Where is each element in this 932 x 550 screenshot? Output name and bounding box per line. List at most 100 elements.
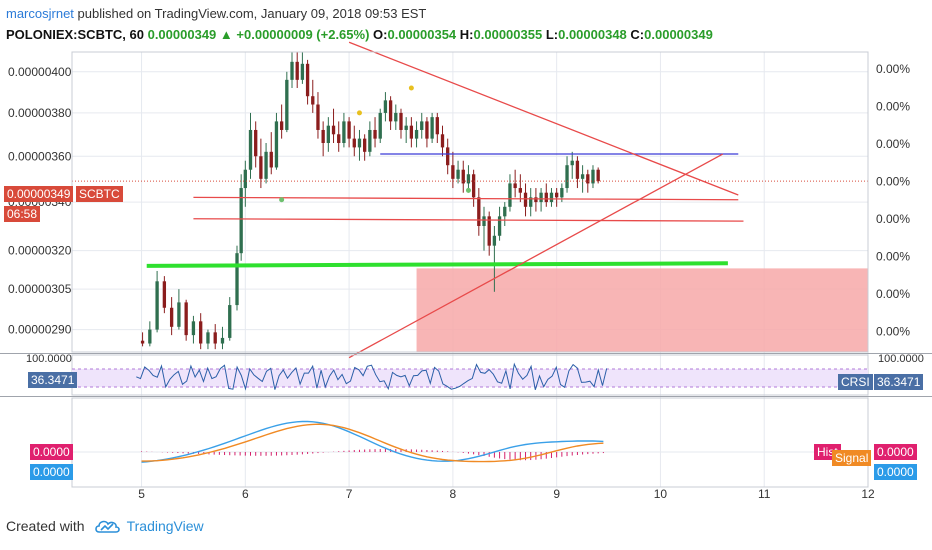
close-label: C: <box>630 27 645 42</box>
symbol-label[interactable]: POLONIEX:SCBTC, 60 <box>6 27 144 42</box>
candle <box>394 104 398 130</box>
candle <box>243 160 247 207</box>
candles <box>140 52 600 350</box>
candle <box>352 125 356 157</box>
pct-tick: 0.00% <box>876 100 910 114</box>
last-price: 0.00000349 <box>147 27 217 42</box>
high-value: 0.00000355 <box>473 27 543 42</box>
candle <box>357 129 362 161</box>
price-tick: 0.00000400 <box>8 65 72 79</box>
candle <box>331 108 336 144</box>
zone-rect <box>416 268 868 352</box>
macd-value-right: 0.0000 <box>874 464 917 480</box>
candle <box>191 315 196 344</box>
candle <box>342 112 346 148</box>
candle <box>235 245 239 311</box>
countdown-badge: 06:58 <box>4 206 41 222</box>
pct-tick: 0.00% <box>876 287 910 301</box>
pane-border <box>71 397 869 488</box>
time-tick: 7 <box>346 487 353 501</box>
candle <box>580 165 585 193</box>
price-tick: 0.00000290 <box>8 323 72 337</box>
candle <box>264 143 268 184</box>
close-value: 0.00000349 <box>644 27 713 42</box>
candle <box>534 188 538 212</box>
candle <box>591 165 595 189</box>
candle <box>248 112 253 179</box>
candle <box>184 299 188 341</box>
price-tick: 0.00000305 <box>8 282 72 296</box>
candle <box>290 52 294 88</box>
time-tick: 8 <box>450 487 457 501</box>
time-tick: 12 <box>861 487 875 501</box>
candle <box>206 329 210 350</box>
candle <box>575 156 580 189</box>
candle <box>305 59 310 105</box>
candle <box>487 211 491 256</box>
open-label: O: <box>373 27 388 42</box>
change-value: +0.00000009 (+2.65%) <box>236 27 370 42</box>
candle <box>259 138 263 189</box>
price-tick: 0.00000360 <box>8 149 72 163</box>
candle <box>326 117 330 152</box>
candle <box>529 188 533 217</box>
candle <box>554 188 559 207</box>
candle <box>177 289 181 330</box>
macd-hist-value-left: 0.0000 <box>30 444 73 460</box>
crsi-pane: 100.0000 100.0000 <box>26 353 924 391</box>
time-tick: 6 <box>242 487 249 501</box>
candle <box>337 121 341 152</box>
time-tick: 11 <box>758 487 771 501</box>
current-price-badge: 0.00000349 <box>4 186 74 202</box>
candle <box>513 169 517 198</box>
triangle-line[interactable] <box>193 196 739 201</box>
candle <box>404 117 408 144</box>
candle <box>254 121 258 168</box>
ohlc-line: POLONIEX:SCBTC, 60 0.00000349 ▲ +0.00000… <box>6 27 713 42</box>
candle <box>285 71 289 133</box>
low-label: L: <box>545 27 559 42</box>
pct-tick: 0.00% <box>876 212 910 226</box>
author-link[interactable]: marcosjrnet <box>6 6 74 21</box>
macd-pane <box>72 420 868 463</box>
marker-dot <box>356 110 362 116</box>
macd-hist-value-right: 0.0000 <box>874 444 917 460</box>
candle <box>565 156 569 193</box>
up-triangle-icon: ▲ <box>219 27 233 42</box>
candle <box>169 297 174 336</box>
candle <box>155 270 159 333</box>
support-line[interactable] <box>146 261 728 268</box>
candle <box>274 112 279 170</box>
candle <box>477 188 481 236</box>
candle <box>586 169 590 193</box>
candle <box>295 52 299 88</box>
crsi-band <box>72 369 868 387</box>
triangle-line[interactable] <box>193 218 744 222</box>
crsi-top-label: 100.0000 <box>26 353 72 365</box>
trend-lines <box>72 41 868 359</box>
candle <box>148 321 152 347</box>
candle <box>409 117 414 148</box>
marker-dot <box>279 197 285 203</box>
tradingview-brand[interactable]: TradingView <box>126 518 204 534</box>
pane-border <box>71 51 869 353</box>
candle <box>446 138 450 175</box>
candle <box>373 117 377 148</box>
candle <box>508 174 512 212</box>
macd-line <box>141 420 604 463</box>
candle <box>279 104 284 139</box>
candle <box>549 188 554 207</box>
candle <box>213 324 217 350</box>
candle <box>440 125 445 157</box>
pct-tick: 0.00% <box>876 325 910 339</box>
pct-tick: 0.00% <box>876 137 910 151</box>
price-tick: 0.00000320 <box>8 244 72 258</box>
created-with-text: Created with <box>6 518 85 534</box>
marker-dot <box>465 187 471 193</box>
triangle-line[interactable] <box>348 41 739 196</box>
triangle-line[interactable] <box>348 153 724 359</box>
candle <box>368 121 372 157</box>
crsi-line <box>136 362 608 391</box>
candle <box>363 134 367 161</box>
